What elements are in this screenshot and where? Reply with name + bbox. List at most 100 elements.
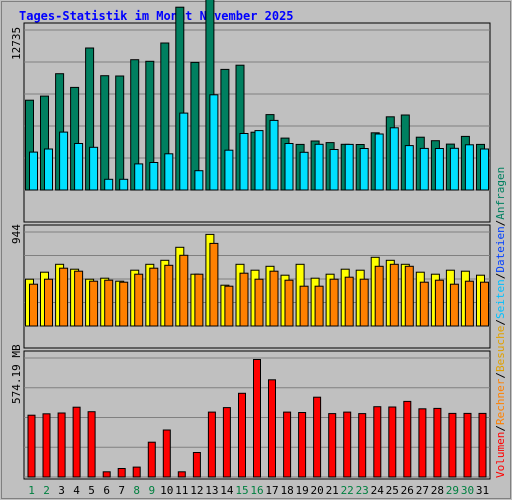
legend-anfragen: Anfragen	[494, 167, 507, 220]
bar-dateien-day-3	[59, 131, 69, 191]
bar-volumen-day-1	[27, 414, 36, 478]
bar-volumen-day-10	[162, 429, 171, 478]
bar-rechner-day-27	[419, 281, 429, 327]
x-tick-label: 24	[371, 484, 385, 497]
x-tick-label: 21	[326, 484, 339, 497]
bar-dateien-day-26	[404, 145, 414, 191]
bar-rechner-day-2	[44, 278, 53, 327]
bar-volumen-day-15	[238, 392, 246, 478]
x-tick-label: 19	[295, 484, 308, 497]
bar-volumen-day-3	[57, 412, 66, 478]
bar-volumen-day-24	[373, 406, 382, 478]
bar-volumen-day-21	[328, 413, 337, 478]
x-tick-label: 1	[28, 484, 35, 497]
bar-volumen-day-19	[298, 412, 307, 478]
bar-volumen-day-23	[358, 413, 367, 478]
bar-dateien-day-4	[74, 143, 84, 191]
bar-dateien-day-29	[449, 147, 459, 191]
bar-dateien-day-25	[389, 127, 399, 191]
bar-rechner-day-25	[389, 263, 399, 327]
bar-volumen-day-7	[117, 468, 126, 478]
x-tick-label: 9	[148, 484, 155, 497]
bar-volumen-day-2	[42, 413, 51, 478]
bar-volumen-day-25	[388, 406, 397, 478]
bar-rechner-day-1	[29, 283, 38, 327]
bar-rechner-day-15	[239, 272, 249, 327]
bar-dateien-day-6	[104, 178, 114, 191]
x-tick-label: 18	[280, 484, 293, 497]
legend-seiten: Seiten	[494, 279, 507, 319]
bar-rechner-day-4	[74, 270, 84, 327]
bar-volumen-day-14	[222, 407, 231, 478]
bar-volumen-day-5	[87, 411, 96, 478]
bar-volumen-day-26	[403, 400, 412, 478]
bar-dateien-day-14	[224, 149, 234, 191]
bar-anfragen-day-7	[115, 75, 125, 191]
bar-rechner-day-28	[434, 279, 444, 327]
bar-volumen-day-4	[72, 406, 81, 478]
x-tick-label: 16	[250, 484, 263, 497]
bar-dateien-day-19	[299, 151, 309, 191]
bar-rechner-day-22	[344, 276, 354, 327]
chart-title: Tages-Statistik im Monat November 2025	[19, 9, 294, 23]
bar-rechner-day-24	[374, 265, 384, 327]
bar-dateien-day-21	[329, 149, 339, 191]
x-tick-label: 30	[461, 484, 474, 497]
bar-dateien-day-5	[89, 146, 99, 191]
x-tick-label: 20	[310, 484, 323, 497]
bar-rechner-day-16	[254, 278, 264, 327]
bar-dateien-day-11	[179, 112, 189, 191]
bar-rechner-day-12	[194, 273, 204, 327]
x-tick-label: 31	[476, 484, 489, 497]
bar-dateien-day-17	[269, 119, 279, 191]
bar-volumen-day-13	[207, 411, 216, 478]
bar-anfragen-day-6	[100, 75, 110, 191]
bar-dateien-day-2	[44, 148, 53, 191]
x-tick-label: 2	[43, 484, 50, 497]
x-tick-label: 6	[103, 484, 110, 497]
bar-volumen-day-31	[478, 412, 487, 478]
bar-rechner-day-23	[359, 278, 369, 327]
panel-1-max-label: 12735	[10, 27, 23, 60]
bar-volumen-day-30	[463, 412, 472, 478]
legend-volumen: Volumen	[494, 432, 507, 478]
x-tick-label: 12	[190, 484, 203, 497]
x-tick-label: 11	[175, 484, 188, 497]
bar-rechner-day-6	[104, 279, 114, 327]
legend-besuche: Besuche	[494, 326, 507, 372]
bar-rechner-day-17	[269, 270, 279, 327]
bar-volumen-day-9	[147, 441, 156, 478]
bar-dateien-day-20	[314, 143, 324, 191]
bar-dateien-day-12	[194, 170, 204, 191]
x-tick-label: 7	[118, 484, 125, 497]
legend-dateien: Dateien	[494, 226, 507, 272]
bar-volumen-day-11	[177, 471, 186, 478]
bar-dateien-day-10	[164, 153, 174, 191]
x-tick-label: 29	[446, 484, 459, 497]
legend-rechner: Rechner	[494, 378, 507, 425]
bar-dateien-day-8	[134, 163, 144, 191]
legend-vertical: Volumen/Rechner/Besuche/Seiten/Dateien/A…	[494, 167, 507, 478]
x-tick-label: 4	[73, 484, 80, 497]
bar-rechner-day-7	[119, 281, 129, 327]
bar-dateien-day-7	[119, 178, 129, 191]
bar-volumen-day-27	[418, 408, 427, 478]
bar-dateien-day-1	[29, 151, 38, 191]
bar-dateien-day-24	[374, 133, 384, 191]
x-tick-label: 13	[205, 484, 218, 497]
bar-dateien-day-23	[359, 148, 369, 191]
x-tick-label: 22	[341, 484, 354, 497]
bar-rechner-day-20	[314, 285, 324, 327]
bar-rechner-day-26	[404, 265, 414, 327]
x-tick-label: 8	[133, 484, 140, 497]
x-tick-label: 17	[265, 484, 278, 497]
x-tick-label: 27	[416, 484, 429, 497]
bar-dateien-day-16	[254, 130, 264, 191]
bar-volumen-day-16	[253, 359, 261, 478]
bar-rechner-day-13	[209, 242, 219, 327]
bar-dateien-day-27	[419, 147, 429, 191]
bar-volumen-day-22	[343, 411, 352, 478]
bar-volumen-day-6	[102, 471, 111, 478]
